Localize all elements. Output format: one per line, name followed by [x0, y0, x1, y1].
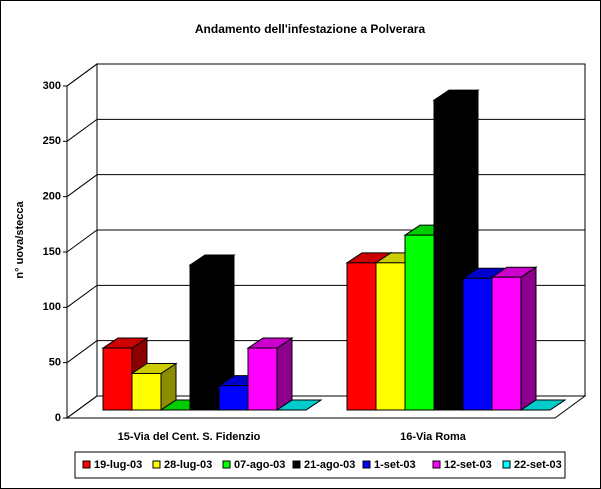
bar-side [276, 337, 293, 411]
grid-line [66, 118, 585, 142]
bar-side [520, 266, 537, 411]
bar-front [433, 99, 464, 411]
x-tick-label: 16-Via Roma [400, 431, 467, 443]
legend-swatch [82, 460, 91, 469]
legend-label: 1-set-03 [374, 459, 416, 471]
y-tick-label: 100 [43, 301, 61, 313]
bar-front [346, 262, 377, 411]
bar [246, 337, 294, 411]
legend-swatch [362, 460, 371, 469]
legend-label: 07-ago-03 [234, 459, 285, 471]
grid-line [66, 174, 585, 198]
grid-line [66, 63, 585, 87]
y-tick-label: 300 [43, 80, 61, 92]
y-tick-label: 50 [49, 357, 61, 369]
chart-title: Andamento dell'infestazione a Polverara [195, 22, 426, 36]
legend-swatch [152, 460, 161, 469]
y-tick-label: 250 [43, 135, 61, 147]
legend-label: 12-set-03 [444, 459, 492, 471]
bar-front [404, 234, 435, 411]
y-axis-label: n° uova/stecca [14, 201, 26, 279]
bar-front [102, 347, 133, 411]
legend-swatch [432, 460, 441, 469]
legend-label: 28-lug-03 [164, 459, 212, 471]
y-tick-label: 150 [43, 246, 61, 258]
x-tick-label: 15-Via del Cent. S. Fidenzio [118, 431, 261, 443]
y-tick-label: 200 [43, 191, 61, 203]
legend-swatch [502, 460, 511, 469]
bar [490, 266, 538, 411]
bar [519, 399, 567, 411]
bar-front [189, 264, 220, 411]
bar-front [247, 347, 278, 411]
legend-swatch [222, 460, 231, 469]
bar-front [131, 372, 162, 411]
bar [275, 399, 323, 411]
bar-top [275, 399, 323, 411]
y-tick-label: 0 [55, 412, 61, 424]
bar-front [218, 385, 249, 411]
legend-label: 22-set-03 [514, 459, 562, 471]
bar-front [375, 262, 406, 411]
legend-swatch [292, 460, 301, 469]
legend-label: 19-lug-03 [94, 459, 142, 471]
legend-label: 21-ago-03 [304, 459, 355, 471]
bar [130, 362, 178, 411]
bar-front [462, 277, 493, 411]
bar-front [491, 276, 522, 411]
bar-top [519, 399, 567, 411]
bar [188, 254, 236, 411]
